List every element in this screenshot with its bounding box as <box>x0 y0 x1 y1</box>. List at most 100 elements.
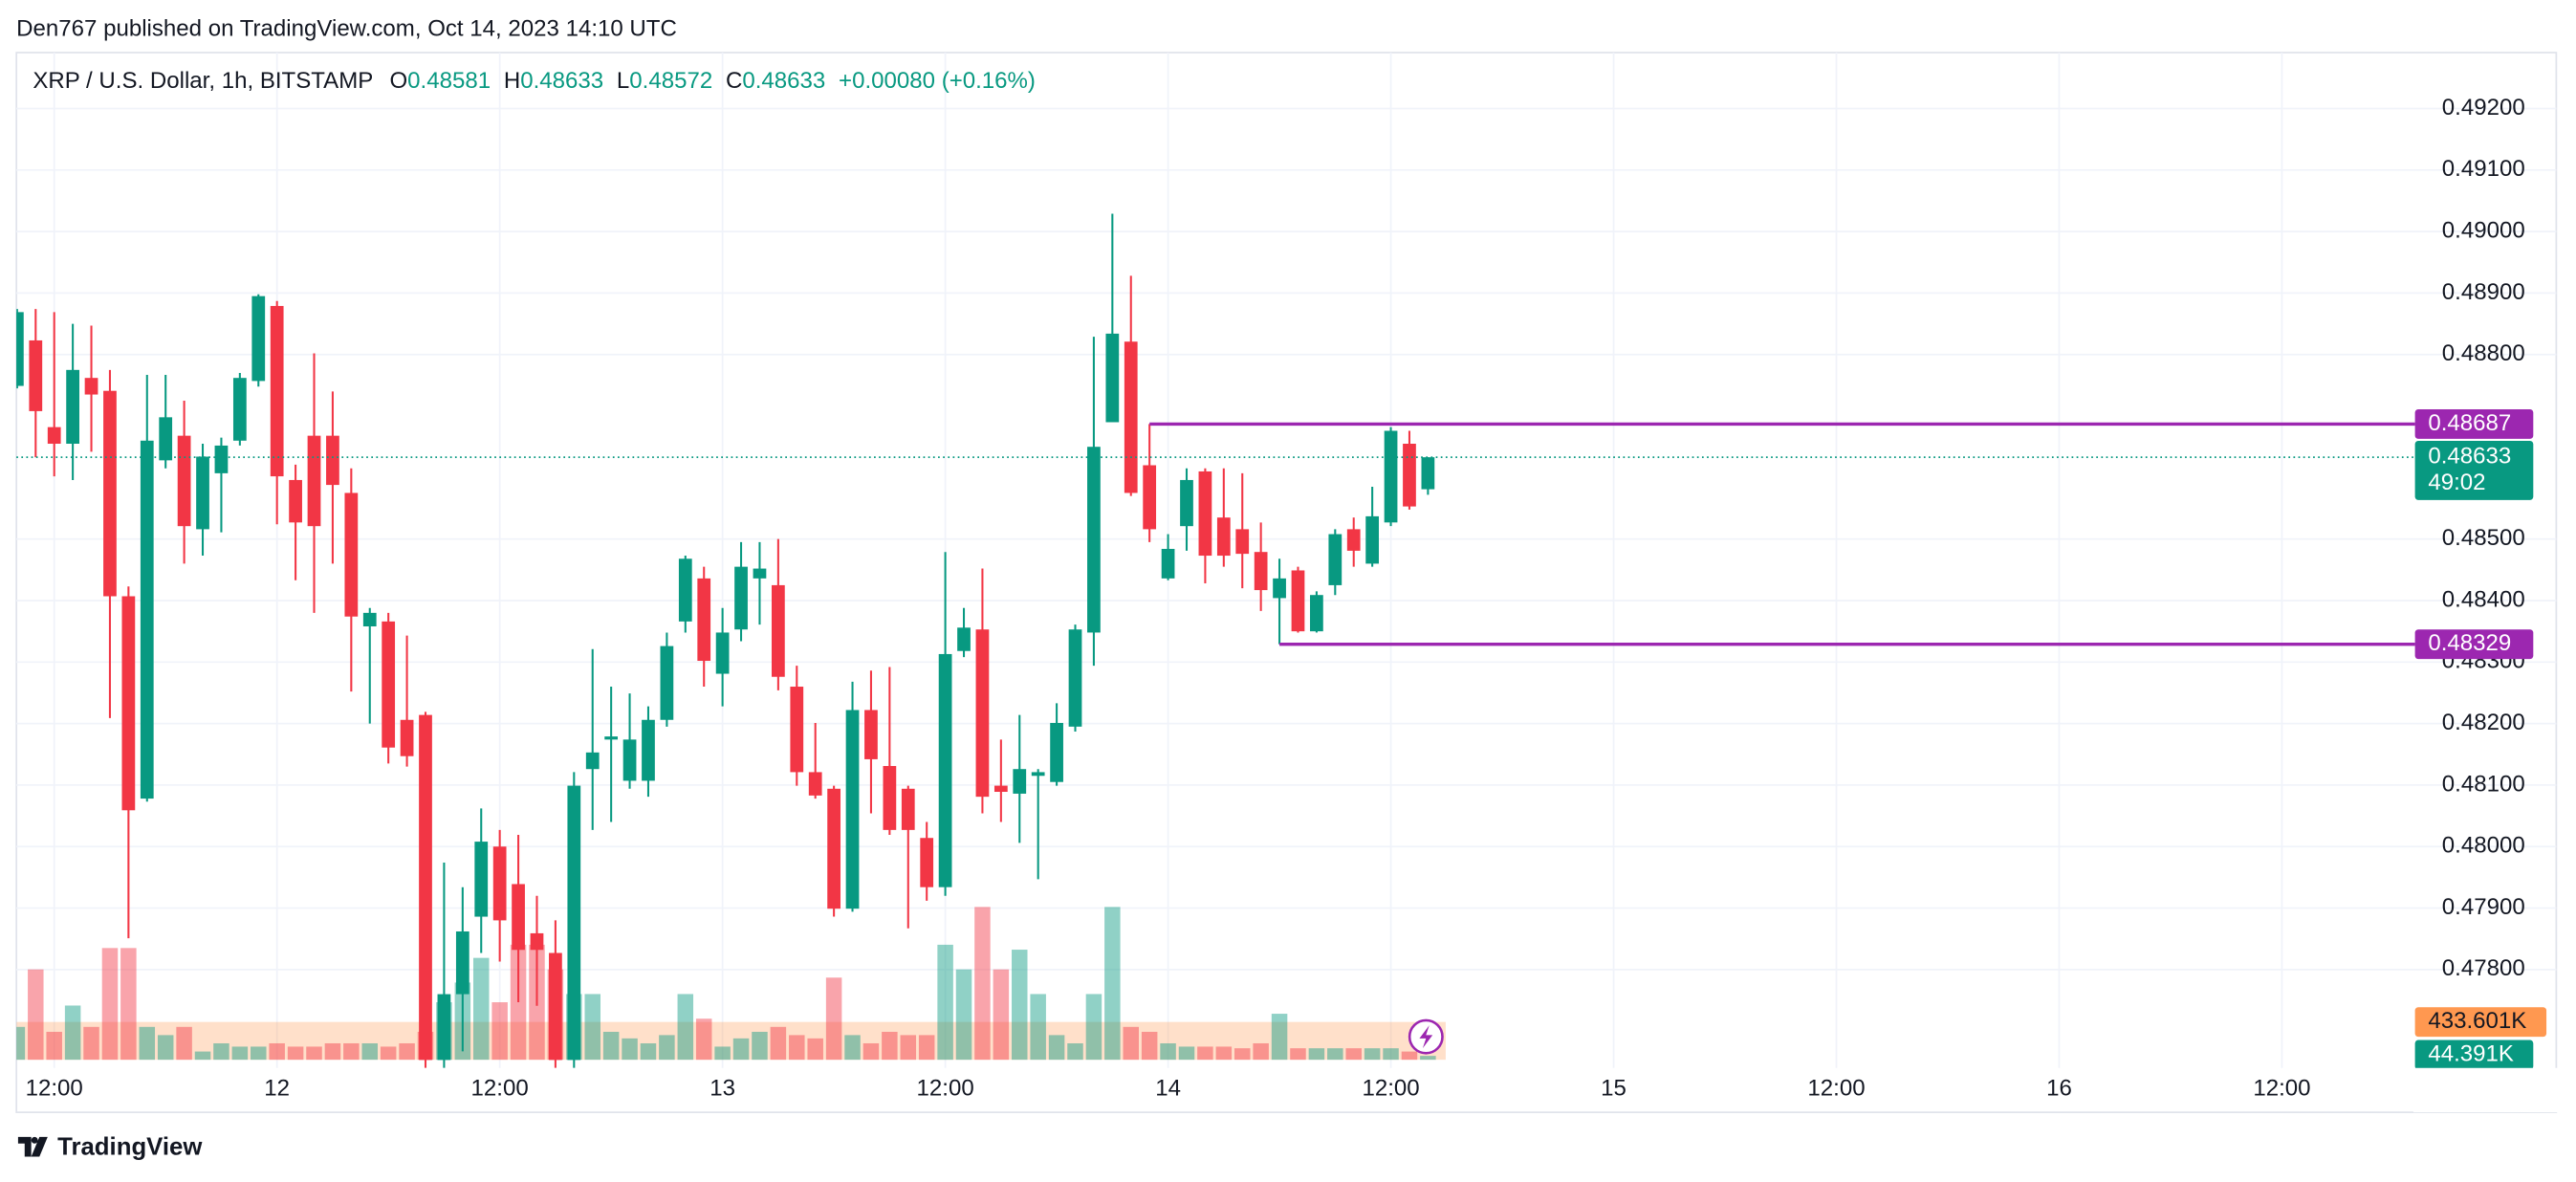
brand: TradingView <box>57 1134 203 1161</box>
volume-ma-label: 433.601K <box>2428 1008 2526 1034</box>
legend-key: C <box>726 68 742 94</box>
price-label-box <box>2414 440 2534 500</box>
x-tick-label: 13 <box>709 1075 735 1101</box>
x-tick-label: 12:00 <box>1362 1075 1419 1101</box>
candle-body <box>1068 629 1082 727</box>
overlay: 0.49200 0.49100 0.49000 0.48900 0.48800 0.485… <box>16 95 2562 1113</box>
candle-body <box>530 932 544 951</box>
candle-body <box>103 390 117 597</box>
x-tick-label: 12:00 <box>471 1075 529 1101</box>
x-tick-label: 12:00 <box>26 1075 83 1101</box>
y-tick-label: 0.47900 <box>2442 894 2525 920</box>
level-label-box <box>2414 629 2534 660</box>
x-tick-label: 12:00 <box>917 1075 974 1101</box>
volume-bar <box>937 944 953 1061</box>
candle-body <box>1031 772 1045 777</box>
candle-body <box>121 596 136 811</box>
candle-body <box>1328 534 1343 585</box>
candle-body <box>344 492 359 617</box>
volume-bar <box>1364 1048 1381 1061</box>
volume-bar <box>807 1038 823 1061</box>
candle-body <box>512 884 525 951</box>
candle-body <box>827 788 840 909</box>
candle-body <box>1403 444 1416 507</box>
legend: XRP / U.S. Dollar, 1h, BITSTAMP O0.48581 H… <box>33 68 1036 94</box>
volume-bar <box>1178 1046 1195 1061</box>
volume-bar <box>1085 994 1102 1061</box>
candle-body <box>734 566 748 630</box>
candle-body <box>808 772 822 796</box>
y-tick-label: 0.49100 <box>2442 156 2525 182</box>
candle-body <box>474 842 489 917</box>
legend-change: +0.00080 (+0.16%) <box>839 68 1036 94</box>
volume-bar <box>1123 1026 1139 1061</box>
volume-bar <box>714 1046 731 1061</box>
volume-bar <box>602 1031 620 1061</box>
candle-body <box>419 714 432 1061</box>
volume-bar <box>1383 1048 1399 1061</box>
x-tick-label: 16 <box>2046 1075 2072 1101</box>
volume-bar <box>306 1046 322 1061</box>
volume-bar <box>324 1042 341 1061</box>
volume-bar <box>844 1035 861 1061</box>
candle-body <box>901 788 915 830</box>
volume-bar <box>900 1035 917 1061</box>
volume-bar <box>882 1031 898 1061</box>
volume-bar <box>752 1031 768 1061</box>
volume-bar <box>176 1026 192 1061</box>
axis-strip <box>2412 1067 2562 1113</box>
grid <box>16 52 2557 1068</box>
volume-bar <box>622 1038 638 1061</box>
volume-bar <box>1215 1046 1233 1061</box>
candle-body <box>549 952 562 1061</box>
legend-value: 0.48581 <box>407 68 491 94</box>
published-header: Den767 published on TradingView.com, Oct… <box>16 15 677 41</box>
volume-bar <box>1253 1042 1269 1061</box>
icon-bolt <box>1419 1025 1433 1049</box>
candle-body <box>845 710 860 909</box>
candle-body <box>883 765 897 830</box>
volume-bar <box>955 969 972 1061</box>
price-label: 0.48633 <box>2428 444 2511 470</box>
volume-bar <box>83 1026 99 1061</box>
y-tick-label: 0.48100 <box>2442 771 2525 797</box>
volume-bar <box>491 1002 508 1061</box>
volume-bar <box>789 1035 805 1061</box>
legend-value: 0.48572 <box>629 68 712 94</box>
candle-body <box>1235 529 1250 555</box>
volume-bar <box>640 1042 657 1061</box>
x-tick-label: 14 <box>1155 1075 1181 1101</box>
volume-bar <box>1030 994 1046 1061</box>
legend-key: L <box>617 68 629 94</box>
volume-bar <box>1012 950 1028 1061</box>
candle-body <box>642 719 655 781</box>
candle-body <box>993 785 1008 793</box>
legend-value: 0.48633 <box>742 68 825 94</box>
candle-body <box>975 629 990 798</box>
volume-bar <box>584 994 600 1061</box>
candle-body <box>1254 552 1268 591</box>
candle-body <box>289 479 302 523</box>
candle-body <box>1291 570 1305 632</box>
legend-title: XRP / U.S. Dollar, 1h, BITSTAMP <box>33 68 373 94</box>
candle-body <box>1124 341 1138 493</box>
candle-body <box>753 568 767 579</box>
candle-body <box>715 632 730 674</box>
candle-body <box>1365 515 1380 564</box>
volume-bar <box>213 1042 229 1061</box>
logo-mark <box>17 1136 48 1157</box>
volume-bar <box>1233 1048 1251 1061</box>
candle-body <box>660 646 674 720</box>
candle-body <box>1273 578 1286 599</box>
volume-bar <box>1401 1051 1418 1061</box>
y-tick-label: 0.48400 <box>2442 586 2525 612</box>
candle-body <box>938 653 952 887</box>
volume-bar <box>120 948 137 1061</box>
candle-body <box>362 612 377 627</box>
volume-bar <box>1197 1046 1213 1061</box>
level-label: 0.48329 <box>2428 630 2511 656</box>
volume-bar <box>770 1026 787 1061</box>
volume-bar <box>1420 1056 1436 1061</box>
candle-body <box>1087 447 1101 633</box>
